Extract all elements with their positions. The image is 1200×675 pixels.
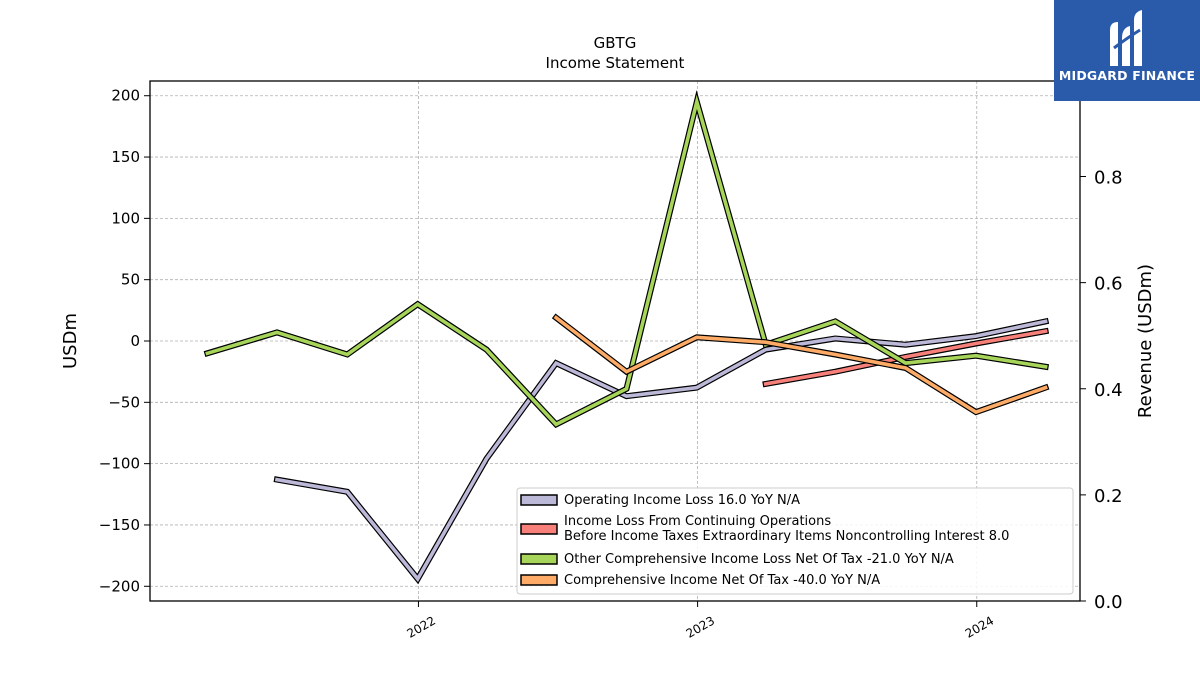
legend-swatch	[520, 494, 558, 506]
data-point	[904, 366, 908, 370]
data-point	[624, 394, 628, 398]
chart-subtitle: Income Statement	[546, 54, 685, 72]
series-1	[762, 327, 1050, 388]
data-point	[764, 382, 768, 386]
data-point	[485, 457, 489, 461]
data-point	[764, 340, 768, 344]
y-tick-label: 150	[111, 148, 140, 166]
data-point	[275, 330, 279, 334]
data-point	[1044, 329, 1048, 333]
y-tick-label: −100	[99, 455, 140, 473]
data-point	[974, 410, 978, 414]
data-point	[833, 337, 837, 341]
legend-label: Operating Income Loss 16.0 YoY N/A	[564, 493, 800, 508]
y-tick-label: −50	[108, 393, 140, 411]
series-layer	[203, 90, 1050, 585]
data-point	[554, 361, 558, 365]
y-tick-label: 0	[130, 332, 140, 350]
data-point	[833, 352, 837, 356]
y-tick-label: 200	[111, 87, 140, 105]
data-point	[345, 490, 349, 494]
series-line	[274, 319, 1048, 583]
data-point	[695, 386, 699, 390]
legend-swatch	[520, 523, 558, 535]
data-point	[1044, 386, 1048, 390]
data-point	[416, 577, 420, 581]
legend-swatch	[520, 574, 558, 586]
y2-tick-label: 0.0	[1094, 592, 1123, 613]
legend-box	[516, 487, 1074, 595]
y-axis-label: USDm	[60, 313, 81, 369]
data-point	[833, 370, 837, 374]
data-point	[904, 361, 908, 365]
data-point	[1044, 319, 1048, 323]
series-0	[273, 317, 1050, 585]
y-tick-label: −150	[99, 516, 140, 534]
data-point	[345, 352, 349, 356]
chart-title: GBTG	[594, 34, 637, 52]
logo-mark-icon	[1110, 10, 1142, 66]
data-point	[416, 302, 420, 306]
y-tick-label: 50	[121, 271, 140, 289]
legend: Operating Income Loss 16.0 YoY N/A Income…	[516, 487, 1074, 595]
y-tick-label: 100	[111, 209, 140, 227]
data-point	[904, 355, 908, 359]
legend-label: Other Comprehensive Income Loss Net Of T…	[564, 552, 954, 567]
grid	[150, 81, 1080, 601]
data-point	[833, 319, 837, 323]
series-line	[205, 94, 1048, 427]
legend-label: Income Loss From Continuing Operations	[564, 514, 831, 529]
x-tick-label: 2024	[963, 613, 996, 640]
y2-tick-label: 0.2	[1094, 486, 1123, 507]
y2-tick-label: 0.6	[1094, 274, 1123, 295]
series-line	[763, 329, 1048, 386]
legend-label: Comprehensive Income Net Of Tax -40.0 Yo…	[564, 573, 880, 588]
data-point	[624, 387, 628, 391]
data-point	[205, 351, 209, 355]
x-tick-label: 2022	[404, 613, 437, 640]
y2-tick-label: 0.4	[1094, 380, 1123, 401]
logo-text: MIDGARD FINANCE	[1058, 68, 1196, 83]
data-point	[1044, 365, 1048, 369]
x-tick-label: 2023	[684, 613, 717, 640]
data-point	[974, 341, 978, 345]
series-3	[551, 313, 1050, 416]
data-point	[554, 316, 558, 320]
legend-swatch	[520, 553, 558, 565]
y2-axis-label: Revenue (USDm)	[1135, 264, 1156, 418]
data-point	[275, 478, 279, 482]
data-point	[485, 348, 489, 352]
y-tick-label: −200	[99, 577, 140, 595]
data-point	[904, 343, 908, 347]
data-point	[554, 422, 558, 426]
legend-label: Before Income Taxes Extraordinary Items …	[564, 529, 1009, 544]
data-point	[695, 100, 699, 104]
series-line	[553, 315, 1048, 415]
data-point	[624, 370, 628, 374]
y2-tick-label: 0.8	[1094, 168, 1123, 189]
data-point	[695, 335, 699, 339]
data-point	[974, 334, 978, 338]
data-point	[974, 354, 978, 358]
series-2	[203, 90, 1050, 429]
brand-logo: MIDGARD FINANCE	[1054, 0, 1200, 101]
